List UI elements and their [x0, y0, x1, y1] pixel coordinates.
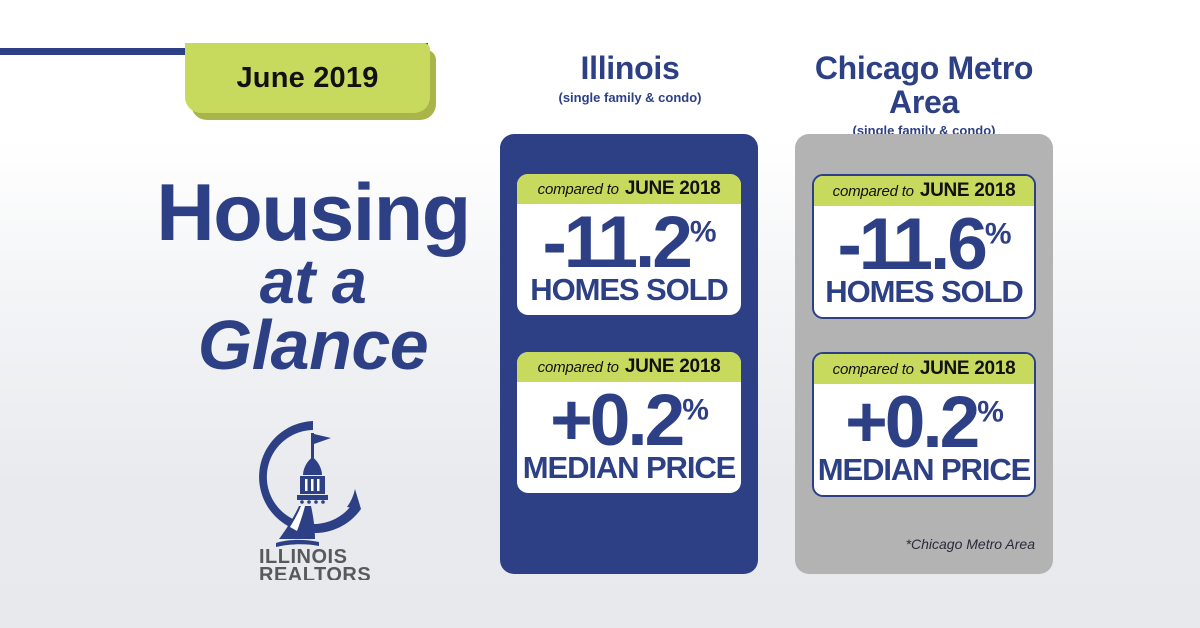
stat-card-illinois-median-price: compared to JUNE 2018 +0.2% MEDIAN PRICE	[517, 352, 741, 494]
stat-label: MEDIAN PRICE	[817, 452, 1032, 488]
illinois-realtors-logo: ILLINOIS REALTORS	[243, 415, 383, 580]
stat-number: -11.6	[837, 204, 987, 285]
card-band-prefix: compared to	[832, 360, 914, 378]
page-title-line-1: Housing	[156, 168, 471, 258]
card-band: compared to JUNE 2018	[517, 352, 741, 382]
stats-panel-chicago: compared to JUNE 2018 -11.6% HOMES SOLD …	[795, 134, 1053, 574]
column-subtitle-illinois: (single family & condo)	[558, 89, 702, 105]
stat-value: -11.2%	[517, 205, 741, 280]
stat-value: +0.2%	[517, 383, 741, 458]
card-band: compared to JUNE 2018	[517, 174, 741, 204]
column-title-illinois: Illinois	[580, 50, 680, 86]
stat-number: -11.2	[542, 202, 692, 283]
card-body: +0.2% MEDIAN PRICE	[814, 384, 1034, 495]
percent-symbol: %	[689, 215, 717, 249]
stat-label: MEDIAN PRICE	[522, 450, 737, 486]
stat-label: HOMES SOLD	[825, 274, 1024, 310]
card-band: compared to JUNE 2018	[814, 354, 1034, 384]
percent-symbol: %	[977, 395, 1004, 429]
stats-panel-illinois: compared to JUNE 2018 -11.2% HOMES SOLD …	[500, 134, 758, 574]
date-badge-label: June 2019	[236, 61, 379, 94]
card-band-month: JUNE 2018	[624, 178, 721, 199]
card-body: -11.6% HOMES SOLD	[814, 206, 1034, 317]
stat-value: -11.6%	[814, 207, 1034, 282]
stat-card-chicago-homes-sold: compared to JUNE 2018 -11.6% HOMES SOLD	[812, 174, 1036, 320]
panel-footnote: *Chicago Metro Area	[905, 536, 1035, 552]
card-body: +0.2% MEDIAN PRICE	[517, 382, 741, 493]
card-band-prefix: compared to	[537, 180, 619, 198]
logo-line-1-text: ILLINOIS	[259, 546, 347, 568]
stat-number: +0.2	[845, 382, 980, 463]
page-title: Housing at a Glance	[148, 168, 478, 384]
page-title-line-3: Glance	[197, 305, 429, 384]
date-badge: June 2019	[185, 43, 436, 120]
column-header-chicago: Chicago Metro Area (single family & cond…	[790, 50, 1058, 138]
stat-number: +0.2	[550, 380, 685, 461]
page-title-line-2: at a	[259, 247, 367, 318]
column-title-chicago: Chicago Metro Area	[814, 50, 1034, 120]
card-body: -11.2% HOMES SOLD	[517, 204, 741, 315]
top-accent-rule	[0, 48, 186, 55]
percent-symbol: %	[682, 393, 709, 427]
card-band-month: JUNE 2018	[919, 358, 1016, 379]
card-band-prefix: compared to	[537, 358, 619, 376]
logo-line-2-text: REALTORS	[259, 564, 371, 580]
card-band: compared to JUNE 2018	[814, 176, 1034, 206]
date-badge-face: June 2019	[185, 43, 430, 113]
card-band-prefix: compared to	[832, 182, 914, 200]
stat-label: HOMES SOLD	[530, 272, 729, 308]
card-band-month: JUNE 2018	[624, 356, 721, 377]
stat-value: +0.2%	[814, 385, 1034, 460]
percent-symbol: %	[984, 217, 1012, 251]
stat-card-illinois-homes-sold: compared to JUNE 2018 -11.2% HOMES SOLD	[517, 174, 741, 316]
column-header-illinois: Illinois (single family & condo)	[505, 50, 755, 105]
card-band-month: JUNE 2018	[919, 180, 1016, 201]
stat-card-chicago-median-price: compared to JUNE 2018 +0.2% MEDIAN PRICE	[812, 352, 1036, 498]
